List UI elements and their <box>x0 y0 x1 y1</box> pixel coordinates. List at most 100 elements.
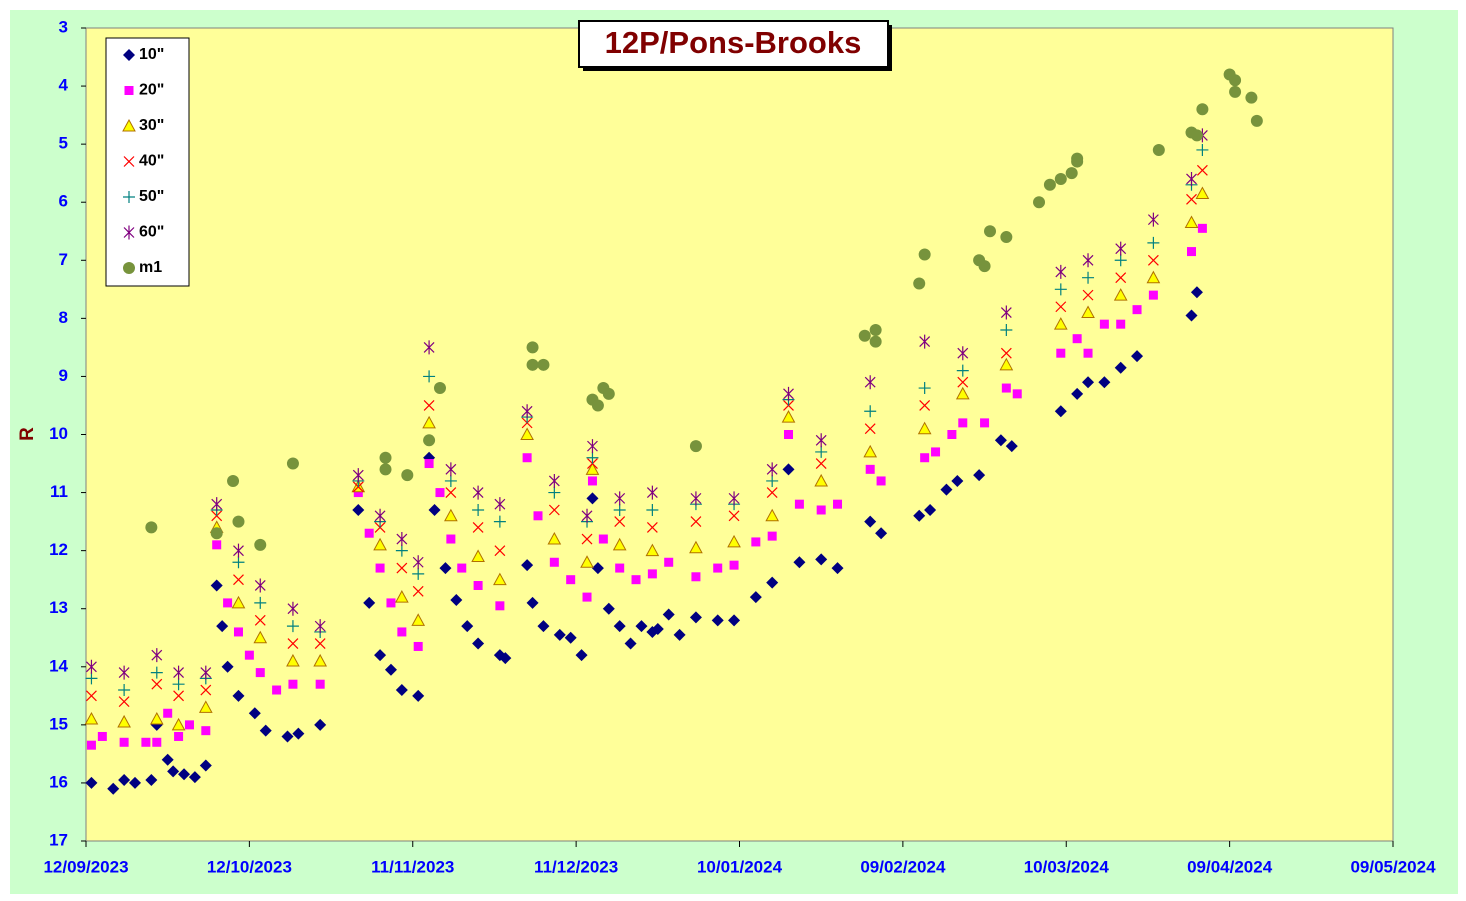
data-point <box>423 434 436 447</box>
data-point <box>728 510 740 522</box>
data-point <box>533 511 543 521</box>
data-point <box>161 753 174 766</box>
x-tick-label: 10/03/2024 <box>1024 857 1110 876</box>
legend-label: 60" <box>139 224 164 241</box>
data-point <box>1056 348 1066 358</box>
data-point <box>233 574 244 586</box>
data-point <box>428 503 441 516</box>
data-point <box>564 631 577 644</box>
data-point <box>1190 286 1203 299</box>
x-tick-label: 09/02/2024 <box>860 857 946 876</box>
data-point <box>673 628 686 641</box>
plot-area <box>85 27 1394 842</box>
data-point <box>548 473 560 488</box>
data-point <box>980 418 990 428</box>
data-point <box>646 503 659 516</box>
data-point <box>210 579 223 592</box>
data-point <box>248 707 261 720</box>
data-point <box>1186 193 1197 205</box>
y-tick-label: 8 <box>59 308 68 327</box>
data-point <box>86 740 96 750</box>
data-point <box>150 666 163 679</box>
data-point <box>472 521 484 533</box>
data-point <box>526 596 539 609</box>
data-point <box>864 423 876 435</box>
legend-label: 30" <box>139 117 164 134</box>
legend-marker <box>124 86 134 95</box>
data-point <box>286 457 299 470</box>
data-point <box>272 685 282 695</box>
data-point <box>254 578 266 593</box>
data-point <box>173 690 185 702</box>
data-point <box>587 476 597 486</box>
data-point <box>145 774 158 787</box>
data-point <box>548 504 560 516</box>
data-point <box>815 445 828 458</box>
data-point <box>864 375 876 390</box>
y-tick-label: 9 <box>59 366 68 385</box>
data-point <box>172 678 185 691</box>
data-point <box>1000 231 1013 244</box>
x-tick-label: 10/01/2024 <box>697 857 783 876</box>
data-point <box>865 464 875 474</box>
data-point <box>1054 283 1067 296</box>
data-point <box>662 608 675 621</box>
data-point <box>1043 178 1056 191</box>
y-tick-label: 10 <box>49 424 68 443</box>
data-point <box>1065 167 1078 180</box>
data-point <box>999 357 1014 371</box>
data-point <box>931 447 941 457</box>
data-point <box>1115 272 1127 284</box>
data-point <box>814 473 829 487</box>
data-point <box>587 439 598 454</box>
data-point <box>232 556 245 569</box>
y-axis-label: R <box>17 427 38 441</box>
data-point <box>379 451 392 464</box>
data-point <box>864 405 877 418</box>
data-point <box>253 630 268 644</box>
data-point <box>689 440 702 453</box>
data-point <box>766 487 778 498</box>
data-point <box>690 491 702 506</box>
data-point <box>537 358 550 371</box>
legend-label: 10" <box>139 46 164 63</box>
data-point <box>793 556 806 569</box>
data-point <box>211 497 223 512</box>
data-point <box>384 663 397 676</box>
data-point <box>575 649 588 662</box>
data-point <box>117 714 131 728</box>
data-point <box>831 562 844 575</box>
data-point <box>1098 376 1111 389</box>
data-point <box>1055 301 1067 313</box>
data-point <box>918 382 931 395</box>
data-point <box>395 590 409 603</box>
data-point <box>446 534 456 544</box>
data-point <box>1197 223 1207 233</box>
data-point <box>955 386 970 400</box>
data-point <box>591 562 604 575</box>
data-point <box>526 341 539 354</box>
y-tick-label: 11 <box>50 482 68 501</box>
data-point <box>689 540 703 554</box>
data-point <box>585 462 600 475</box>
data-point <box>395 684 408 697</box>
data-point <box>315 679 325 689</box>
data-point <box>254 538 267 551</box>
data-point <box>711 614 724 627</box>
data-point <box>766 474 779 487</box>
data-point <box>1152 143 1165 156</box>
data-point <box>1000 323 1013 336</box>
data-point <box>1115 241 1127 256</box>
data-point <box>1055 264 1067 279</box>
data-point <box>1033 196 1046 209</box>
data-point <box>521 404 533 419</box>
data-point <box>984 225 997 238</box>
title-box <box>578 20 889 68</box>
data-point <box>614 491 626 506</box>
data-point <box>173 665 185 680</box>
data-point <box>1072 334 1082 344</box>
data-point <box>783 386 794 401</box>
data-point <box>151 648 163 663</box>
data-point <box>188 771 201 784</box>
data-point <box>631 575 641 585</box>
